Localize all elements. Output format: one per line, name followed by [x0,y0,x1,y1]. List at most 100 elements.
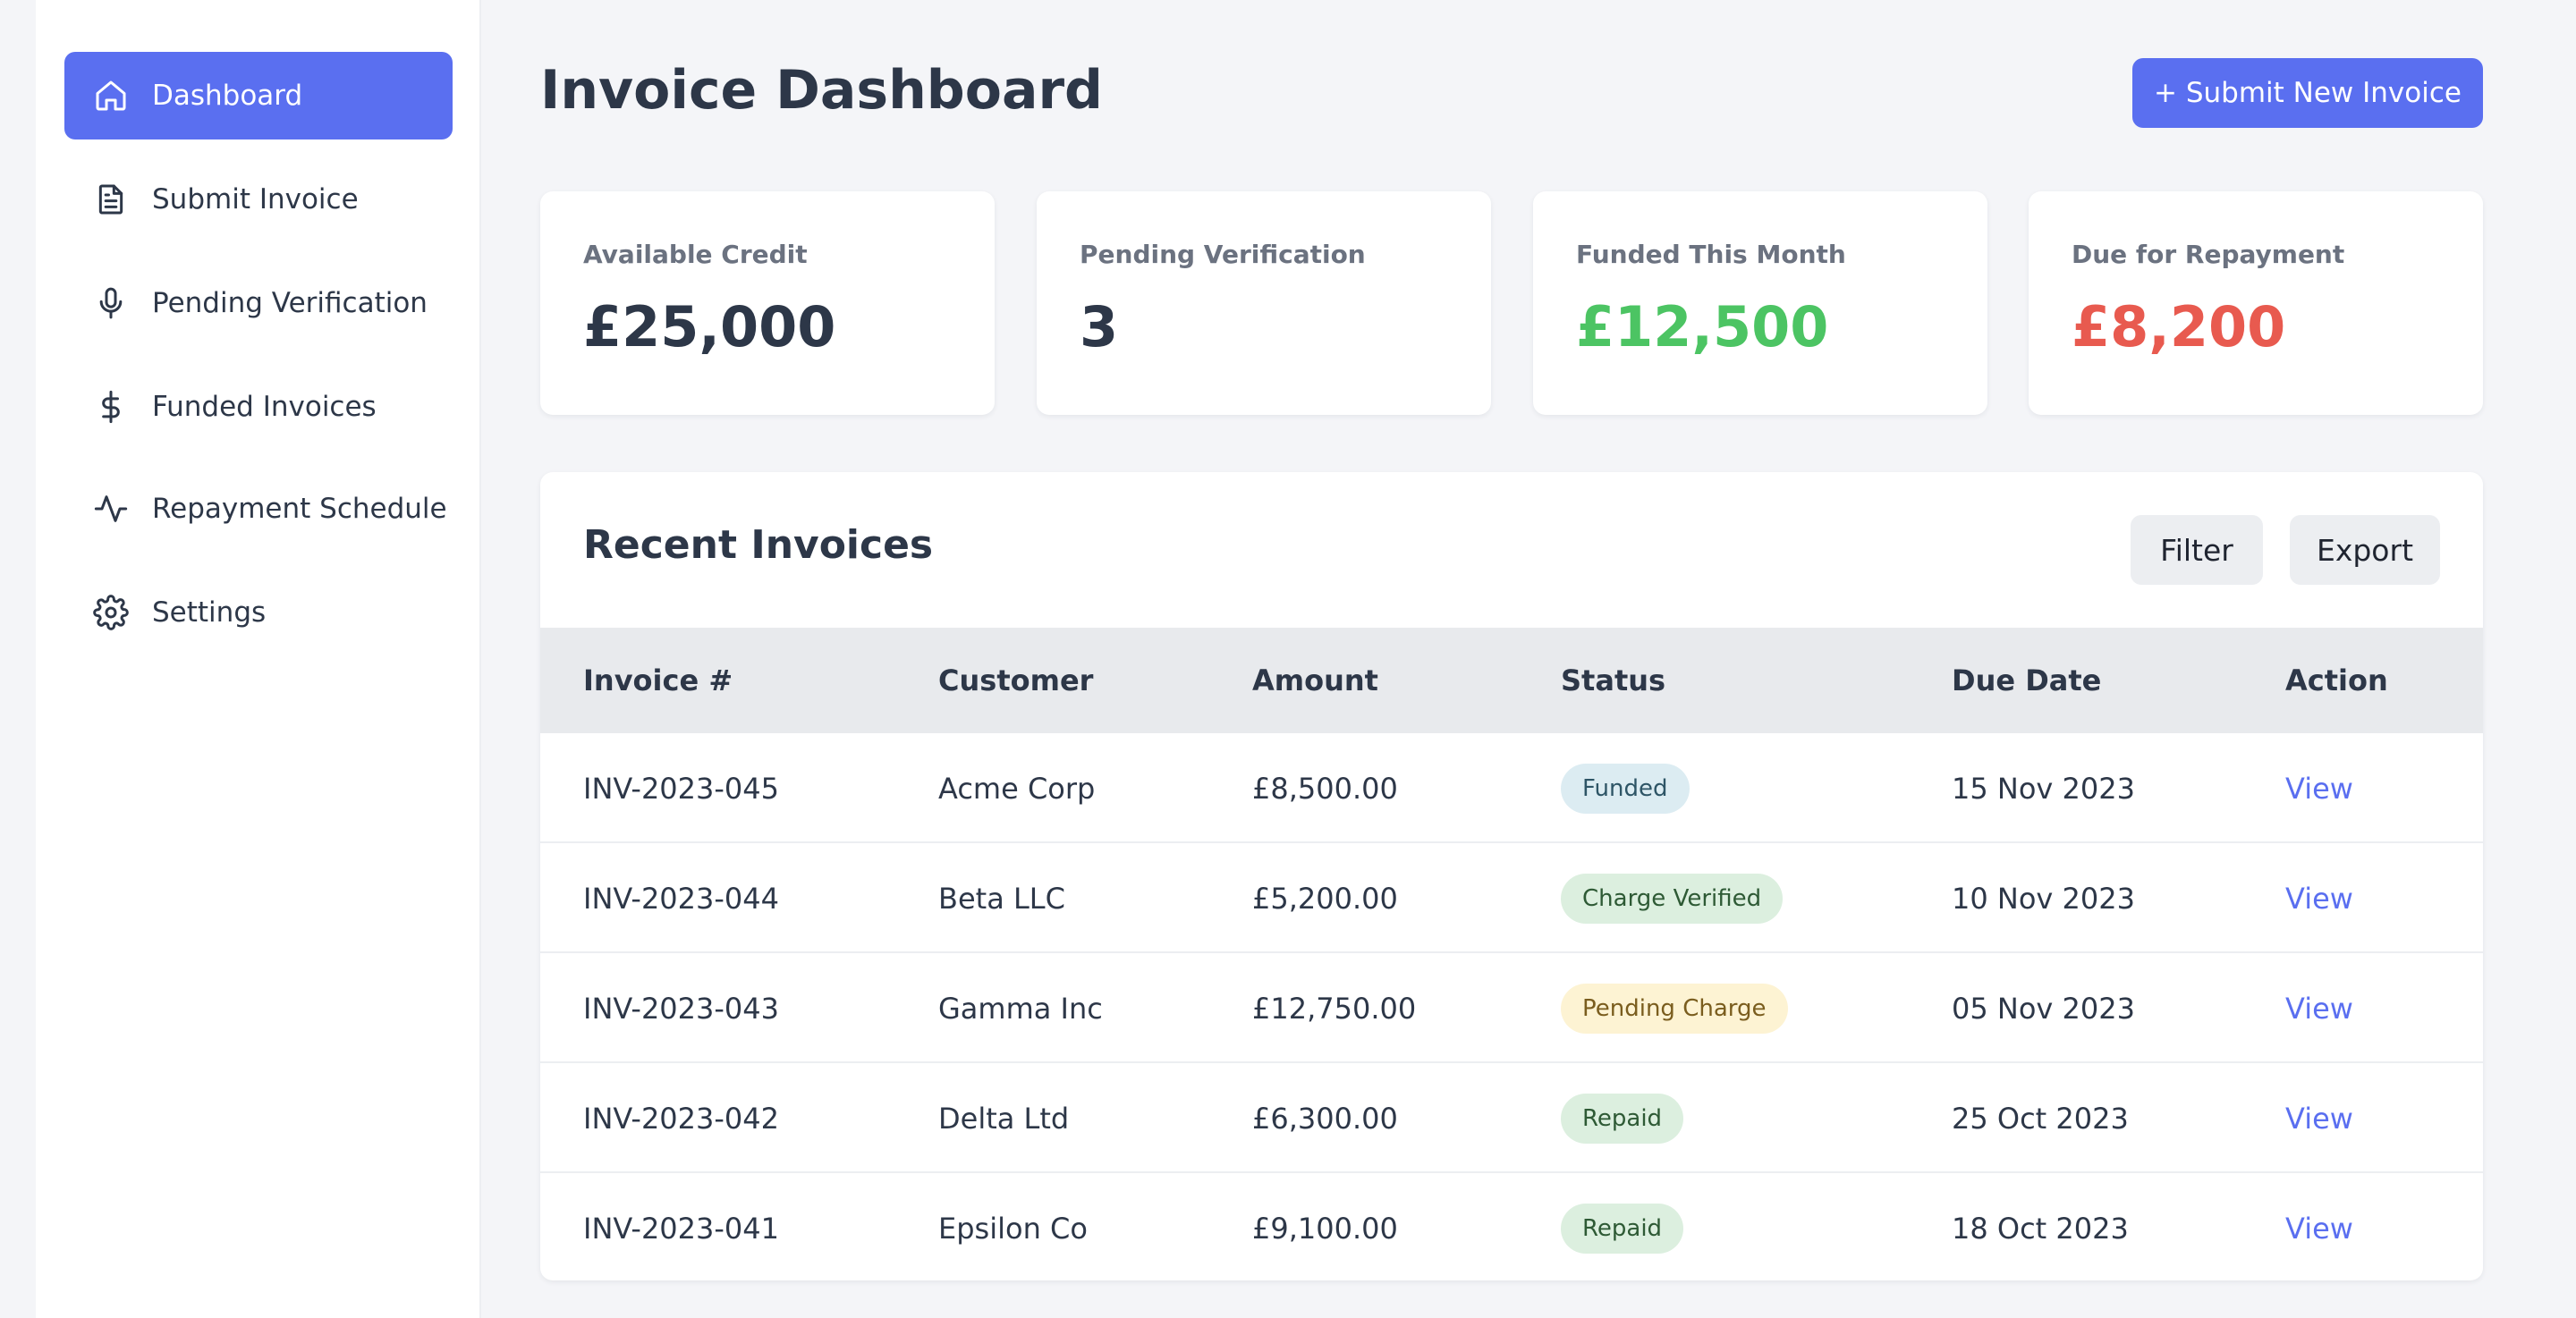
cell-customer-text: Epsilon Co [938,1211,1088,1246]
stat-card-available-credit: Available Credit £25,000 [540,191,995,415]
view-link[interactable]: View [2285,771,2353,806]
cell-customer-text: Gamma Inc [938,991,1103,1026]
cell-invoice-number: INV-2023-045 [583,733,779,843]
stat-card-due-for-repayment: Due for Repayment £8,200 [2029,191,2483,415]
column-header-customer: Customer [938,663,1094,697]
cell-invoice-number: INV-2023-044 [583,843,779,953]
sidebar-item-label: Repayment Schedule [152,493,447,525]
stat-card-funded-this-month: Funded This Month £12,500 [1533,191,1987,415]
stat-value: £8,200 [2072,294,2286,359]
cell-customer: Acme Corp [938,733,1095,843]
microphone-icon [93,285,129,321]
gear-icon [93,595,129,630]
cell-invoice-number-text: INV-2023-044 [583,881,779,916]
sidebar-item-submit-invoice[interactable]: Submit Invoice [64,156,453,243]
cell-amount: £12,750.00 [1252,953,1416,1063]
cell-status: Funded [1561,733,1690,843]
table-header: Invoice # Customer Amount Status Due Dat… [540,628,2483,733]
view-link[interactable]: View [2285,1101,2353,1136]
stat-label: Pending Verification [1080,240,1366,269]
sidebar-item-label: Pending Verification [152,287,428,319]
view-link[interactable]: View [2285,991,2353,1026]
stat-value: 3 [1080,294,1119,359]
stats-row: Available Credit £25,000 Pending Verific… [540,191,2483,415]
page-title: Invoice Dashboard [540,59,1104,122]
filter-button[interactable]: Filter [2131,515,2263,585]
recent-invoices-card: Recent Invoices Filter Export Invoice # … [540,472,2483,1280]
column-header-amount: Amount [1252,663,1378,697]
cell-action: View [2285,1063,2353,1173]
cell-amount: £8,500.00 [1252,733,1398,843]
cell-amount-text: £5,200.00 [1252,881,1398,916]
stat-label: Due for Repayment [2072,240,2345,269]
cell-customer: Epsilon Co [938,1173,1088,1280]
cell-invoice-number: INV-2023-042 [583,1063,779,1173]
cell-status: Repaid [1561,1173,1684,1280]
cell-invoice-number: INV-2023-043 [583,953,779,1063]
cell-due-date: 10 Nov 2023 [1952,843,2135,953]
sidebar-item-pending-verification[interactable]: Pending Verification [64,259,453,347]
activity-icon [93,491,129,527]
cell-customer: Delta Ltd [938,1063,1069,1173]
home-icon [93,78,129,114]
stat-value: £25,000 [583,294,836,359]
cell-customer: Beta LLC [938,843,1065,953]
sidebar-item-dashboard[interactable]: Dashboard [64,52,453,139]
cell-due-date: 15 Nov 2023 [1952,733,2135,843]
cell-amount-text: £8,500.00 [1252,771,1398,806]
cell-amount-text: £9,100.00 [1252,1211,1398,1246]
cell-customer: Gamma Inc [938,953,1103,1063]
table-row: INV-2023-041 Epsilon Co £9,100.00 Repaid 18 … [540,1173,2483,1280]
cell-due-date-text: 15 Nov 2023 [1952,771,2135,806]
view-link[interactable]: View [2285,1211,2353,1246]
cell-action: View [2285,1173,2353,1280]
view-link[interactable]: View [2285,881,2353,916]
cell-invoice-number-text: INV-2023-043 [583,991,779,1026]
cell-amount-text: £6,300.00 [1252,1101,1398,1136]
cell-due-date-text: 18 Oct 2023 [1952,1211,2129,1246]
stat-label: Available Credit [583,240,808,269]
cell-amount-text: £12,750.00 [1252,991,1417,1026]
status-badge: Funded [1561,763,1690,814]
cell-status: Charge Verified [1561,843,1784,953]
cell-invoice-number: INV-2023-041 [583,1173,779,1280]
document-icon [93,182,129,217]
column-header-due-date: Due Date [1952,663,2102,697]
stat-value: £12,500 [1576,294,1829,359]
main-content: Invoice Dashboard + Submit New Invoice A… [540,0,2483,1318]
sidebar-item-settings[interactable]: Settings [64,569,453,656]
cell-status: Repaid [1561,1063,1684,1173]
cell-due-date-text: 10 Nov 2023 [1952,881,2135,916]
cell-action: View [2285,953,2353,1063]
sidebar-item-label: Settings [152,596,267,629]
cell-status: Pending Charge [1561,953,1788,1063]
sidebar: Dashboard Submit Invoice Pending Verific… [36,0,481,1318]
cell-due-date-text: 05 Nov 2023 [1952,991,2135,1026]
cell-due-date-text: 25 Oct 2023 [1952,1101,2129,1136]
status-badge: Repaid [1561,1203,1684,1254]
cell-invoice-number-text: INV-2023-045 [583,771,779,806]
cell-invoice-number-text: INV-2023-042 [583,1101,779,1136]
submit-new-invoice-button[interactable]: + Submit New Invoice [2132,58,2483,128]
cell-customer-text: Beta LLC [938,881,1065,916]
cell-customer-text: Delta Ltd [938,1101,1070,1136]
status-badge: Pending Charge [1561,983,1788,1034]
table-row: INV-2023-042 Delta Ltd £6,300.00 Repaid 25 O… [540,1063,2483,1173]
column-header-action: Action [2285,663,2388,697]
recent-invoices-title: Recent Invoices [583,522,934,568]
export-button[interactable]: Export [2290,515,2440,585]
status-badge: Charge Verified [1561,873,1784,924]
table-row: INV-2023-043 Gamma Inc £12,750.00 Pending C… [540,953,2483,1063]
cell-due-date: 25 Oct 2023 [1952,1063,2129,1173]
cell-amount: £6,300.00 [1252,1063,1398,1173]
cell-due-date: 05 Nov 2023 [1952,953,2135,1063]
stat-card-pending-verification: Pending Verification 3 [1037,191,1491,415]
dollar-icon [93,389,129,425]
stat-label: Funded This Month [1576,240,1846,269]
table-row: INV-2023-045 Acme Corp £8,500.00 Funded 15 N… [540,733,2483,843]
cell-amount: £9,100.00 [1252,1173,1398,1280]
sidebar-item-repayment-schedule[interactable]: Repayment Schedule [64,465,453,553]
cell-due-date: 18 Oct 2023 [1952,1173,2129,1280]
column-header-status: Status [1561,663,1666,697]
sidebar-item-funded-invoices[interactable]: Funded Invoices [64,363,453,451]
